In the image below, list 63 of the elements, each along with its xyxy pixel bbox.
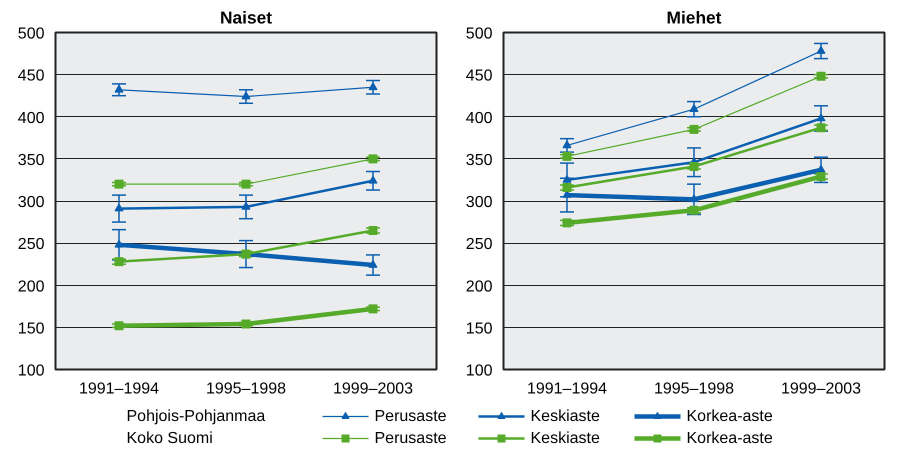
x-tick-label: 1995–1998 (206, 380, 286, 398)
point (114, 84, 124, 93)
legend-label: Korkea-aste (686, 408, 773, 425)
point (816, 46, 826, 54)
legend-label: Keskiaste (530, 430, 600, 447)
point (242, 91, 250, 100)
y-tick-label: 400 (18, 110, 45, 127)
point (690, 206, 698, 215)
point (114, 180, 124, 189)
point (562, 152, 572, 161)
legend-label: Keskiaste (530, 408, 600, 425)
y-tick-label: 350 (18, 152, 45, 169)
point (816, 172, 826, 182)
y-tick-label: 150 (466, 320, 493, 338)
point (114, 203, 124, 212)
point (816, 123, 826, 132)
y-tick-label: 250 (18, 236, 45, 254)
y-tick-label: 300 (466, 194, 493, 211)
point (562, 140, 572, 148)
point (114, 257, 124, 266)
point (242, 320, 250, 329)
point (816, 72, 826, 81)
y-tick-label: 250 (466, 236, 493, 254)
y-tick-label: 400 (466, 110, 493, 127)
point (368, 304, 378, 314)
point (562, 174, 572, 183)
point (690, 104, 698, 112)
point (690, 194, 698, 202)
point (562, 183, 572, 192)
point (242, 180, 250, 189)
text: Pohjois-Pohjanmaa (126, 408, 266, 425)
legend-label: Korkea-aste (686, 430, 773, 447)
point (368, 82, 378, 90)
y-tick-label: 500 (18, 26, 45, 42)
y-tick-label: 450 (466, 68, 493, 85)
point (368, 154, 378, 164)
point (114, 321, 124, 330)
point (562, 218, 572, 228)
y-tick-label: 500 (466, 26, 493, 42)
text: Koko Suomi (126, 430, 213, 447)
point (368, 176, 378, 184)
y-tick-label: 300 (18, 194, 45, 211)
x-tick-label: 1991–1994 (526, 380, 608, 398)
y-tick-label: 200 (466, 278, 493, 296)
point (368, 226, 378, 235)
point (816, 113, 826, 122)
chart-title: Miehet (666, 8, 722, 28)
point (242, 202, 250, 210)
point (690, 124, 698, 134)
x-tick-label: 1999–2003 (332, 380, 414, 398)
y-tick-label: 100 (466, 362, 493, 380)
y-tick-label: 100 (18, 362, 45, 380)
y-tick-label: 450 (18, 68, 45, 85)
legend-label: Perusaste (374, 430, 447, 447)
y-tick-label: 150 (18, 320, 45, 338)
chart-title: Naiset (220, 8, 272, 28)
y-tick-label: 350 (466, 152, 493, 169)
legend-label: Perusaste (374, 408, 447, 425)
y-tick-label: 200 (18, 278, 45, 296)
x-tick-label: 1999–2003 (780, 380, 862, 398)
point (690, 162, 698, 171)
x-tick-label: 1991–1994 (78, 380, 160, 398)
x-tick-label: 1995–1998 (654, 380, 734, 398)
